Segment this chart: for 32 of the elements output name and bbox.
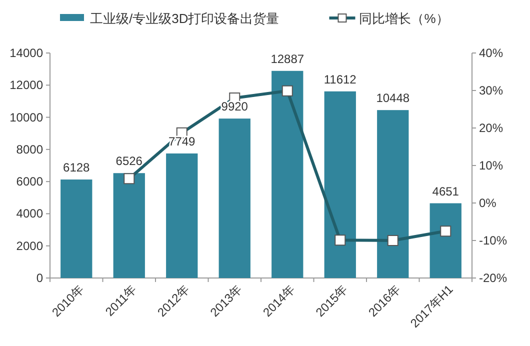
y2-tick-label: 0% <box>479 196 497 210</box>
legend-label: 工业级/专业级3D打印设备出货量 <box>90 11 280 26</box>
bar <box>430 203 462 278</box>
y2-tick-label: 10% <box>479 158 504 172</box>
bar <box>113 173 145 278</box>
data-label: 4651 <box>432 184 460 198</box>
bar <box>218 118 250 278</box>
y-tick-label: 14000 <box>10 46 44 60</box>
y-tick-label: 10000 <box>10 110 44 124</box>
y2-tick-label: 40% <box>479 46 504 60</box>
data-label: 10448 <box>376 91 410 106</box>
y2-tick-label: -20% <box>479 271 508 285</box>
y-tick-label: 8000 <box>16 142 44 156</box>
y-tick-label: 6000 <box>16 174 44 189</box>
data-label: 12887 <box>270 52 304 66</box>
y2-tick-label: 30% <box>479 84 504 98</box>
y2-tick-label: -10% <box>479 234 508 248</box>
data-label: 6128 <box>63 160 90 175</box>
bar <box>60 180 92 278</box>
y2-tick-label: 20% <box>479 121 504 135</box>
y-tick-label: 0 <box>36 271 44 285</box>
bar <box>272 70 304 278</box>
bar <box>166 153 198 278</box>
data-label: 6526 <box>116 154 143 168</box>
y-tick-label: 12000 <box>10 78 44 92</box>
bar <box>324 91 356 278</box>
y-tick-label: 2000 <box>16 238 44 253</box>
y-tick-label: 4000 <box>16 206 44 221</box>
data-label: 9920 <box>221 100 248 114</box>
legend-label: 同比增长（%） <box>359 11 449 26</box>
data-label: 11612 <box>324 72 357 86</box>
bar <box>377 110 409 278</box>
